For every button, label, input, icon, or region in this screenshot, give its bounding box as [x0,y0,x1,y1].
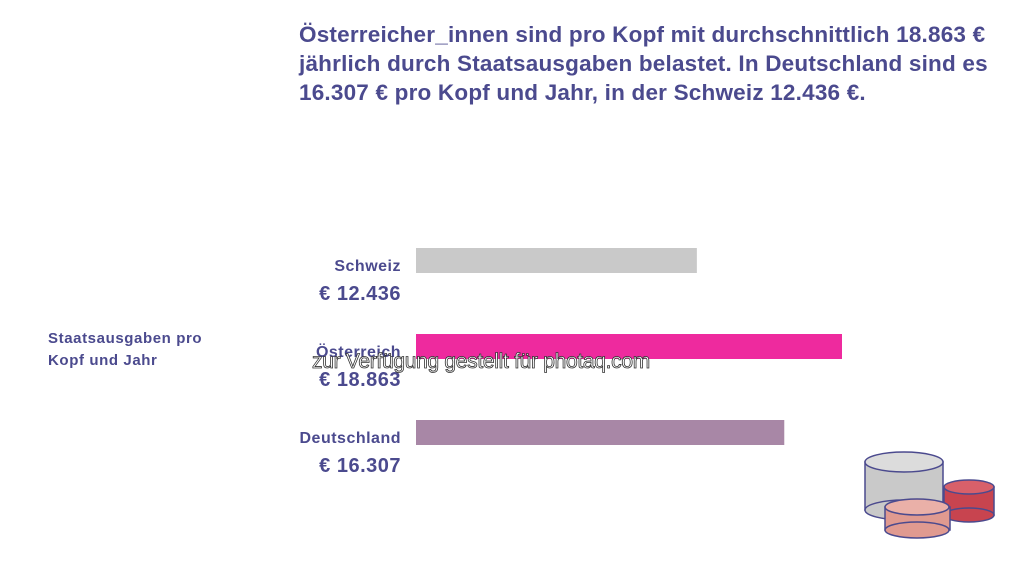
axis-label: Staatsausgaben pro Kopf und Jahr [48,330,203,369]
coins-icon [864,451,995,539]
bar [416,334,842,359]
category-label: Österreich [315,344,401,361]
value-label: € 12.436 [319,283,401,305]
watermark: zur Verfügung gestellt für photaq.com [312,350,651,374]
category-label: Deutschland [299,430,401,447]
value-label: € 16.307 [319,455,401,477]
chart-title: Österreicher_innen sind pro Kopf mit dur… [299,22,988,105]
value-label: € 18.863 [319,369,401,391]
category-label: Schweiz [334,258,401,275]
bar [416,248,697,273]
bar [416,420,785,445]
